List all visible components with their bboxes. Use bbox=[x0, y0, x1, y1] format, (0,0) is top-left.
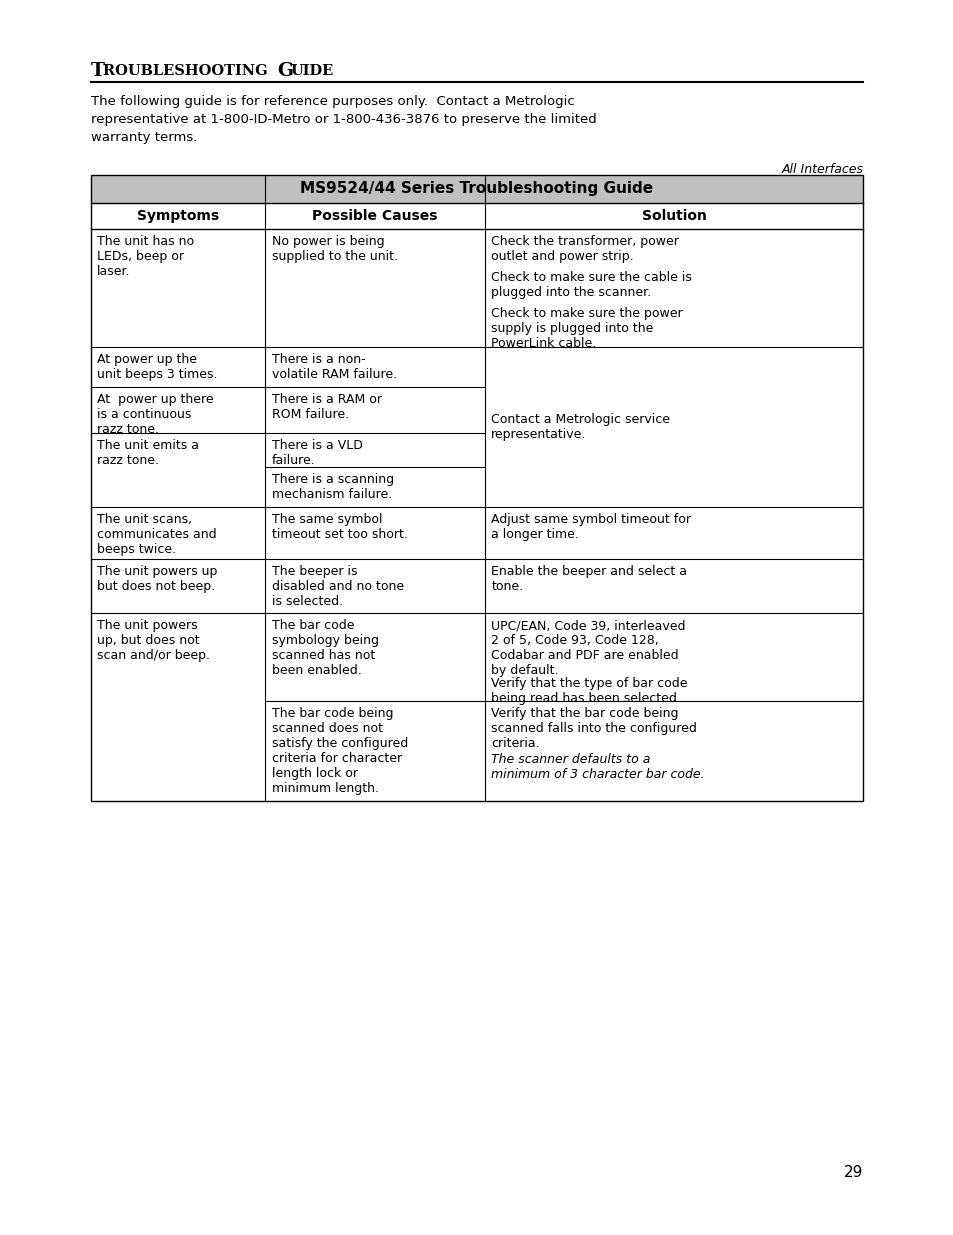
Text: The bar code
symbology being
scanned has not
been enabled.: The bar code symbology being scanned has… bbox=[272, 619, 378, 677]
Text: Check to make sure the power
supply is plugged into the
PowerLink cable.: Check to make sure the power supply is p… bbox=[491, 308, 682, 351]
Text: 29: 29 bbox=[843, 1165, 862, 1179]
Text: The beeper is
disabled and no tone
is selected.: The beeper is disabled and no tone is se… bbox=[272, 566, 403, 608]
Text: The unit powers up
but does not beep.: The unit powers up but does not beep. bbox=[97, 566, 217, 593]
Text: The scanner defaults to a
minimum of 3 character bar code.: The scanner defaults to a minimum of 3 c… bbox=[491, 753, 704, 782]
Text: The unit emits a
razz tone.: The unit emits a razz tone. bbox=[97, 440, 199, 467]
Text: The unit has no
LEDs, beep or
laser.: The unit has no LEDs, beep or laser. bbox=[97, 235, 194, 278]
Text: G: G bbox=[277, 62, 294, 80]
Text: The bar code being
scanned does not
satisfy the configured
criteria for characte: The bar code being scanned does not sati… bbox=[272, 708, 408, 795]
Text: There is a RAM or
ROM failure.: There is a RAM or ROM failure. bbox=[272, 393, 381, 421]
Text: ROUBLESHOOTING: ROUBLESHOOTING bbox=[103, 64, 273, 79]
Text: Contact a Metrologic service
representative.: Contact a Metrologic service representat… bbox=[491, 412, 670, 441]
Text: All Interfaces: All Interfaces bbox=[781, 163, 862, 177]
Text: Check to make sure the cable is
plugged into the scanner.: Check to make sure the cable is plugged … bbox=[491, 272, 692, 299]
Text: There is a scanning
mechanism failure.: There is a scanning mechanism failure. bbox=[272, 473, 394, 501]
Text: The following guide is for reference purposes only.  Contact a Metrologic
repres: The following guide is for reference pur… bbox=[91, 95, 596, 144]
Text: There is a non-
volatile RAM failure.: There is a non- volatile RAM failure. bbox=[272, 353, 396, 382]
Text: Check the transformer, power
outlet and power strip.: Check the transformer, power outlet and … bbox=[491, 235, 679, 263]
Text: Adjust same symbol timeout for
a longer time.: Adjust same symbol timeout for a longer … bbox=[491, 514, 691, 541]
Text: The unit powers
up, but does not
scan and/or beep.: The unit powers up, but does not scan an… bbox=[97, 619, 210, 662]
Text: Verify that the type of bar code
being read has been selected.: Verify that the type of bar code being r… bbox=[491, 677, 687, 705]
Text: Enable the beeper and select a
tone.: Enable the beeper and select a tone. bbox=[491, 566, 686, 593]
Text: The same symbol
timeout set too short.: The same symbol timeout set too short. bbox=[272, 514, 407, 541]
Bar bbox=[91, 175, 862, 802]
Text: Symptoms: Symptoms bbox=[136, 209, 219, 224]
Text: UIDE: UIDE bbox=[290, 64, 333, 79]
Text: UPC/EAN, Code 39, interleaved
2 of 5, Code 93, Code 128,
Codabar and PDF are ena: UPC/EAN, Code 39, interleaved 2 of 5, Co… bbox=[491, 619, 685, 677]
Text: At power up the
unit beeps 3 times.: At power up the unit beeps 3 times. bbox=[97, 353, 217, 382]
Text: MS9524/44 Series Troubleshooting Guide: MS9524/44 Series Troubleshooting Guide bbox=[300, 182, 653, 196]
Text: At  power up there
is a continuous
razz tone.: At power up there is a continuous razz t… bbox=[97, 393, 213, 436]
Bar bbox=[91, 203, 862, 228]
Text: There is a VLD
failure.: There is a VLD failure. bbox=[272, 440, 362, 467]
Text: Possible Causes: Possible Causes bbox=[312, 209, 437, 224]
Text: Solution: Solution bbox=[640, 209, 706, 224]
Text: The unit scans,
communicates and
beeps twice.: The unit scans, communicates and beeps t… bbox=[97, 514, 216, 556]
Text: No power is being
supplied to the unit.: No power is being supplied to the unit. bbox=[272, 235, 397, 263]
Text: Verify that the bar code being
scanned falls into the configured
criteria.: Verify that the bar code being scanned f… bbox=[491, 708, 697, 750]
Bar bbox=[91, 175, 862, 802]
Text: T: T bbox=[91, 62, 105, 80]
Bar bbox=[91, 175, 862, 203]
